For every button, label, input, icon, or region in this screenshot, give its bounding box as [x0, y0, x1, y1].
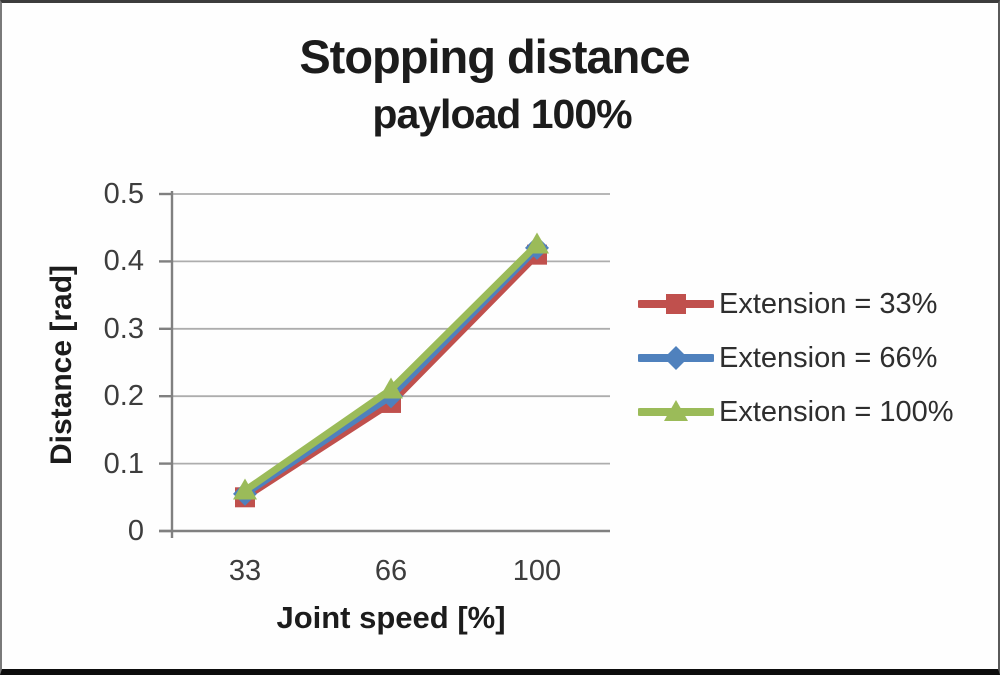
y-axis-title: Distance [rad]: [45, 264, 78, 466]
y-tick-label: 0.5: [103, 178, 144, 210]
diamond-marker: [664, 346, 688, 370]
x-tick-label: 66: [374, 555, 408, 587]
x-tick-label: 100: [512, 555, 562, 587]
y-tick-label: 0.2: [103, 380, 144, 413]
legend: Extension = 33% Extension = 66% Extension …: [638, 285, 954, 447]
y-tick-label: 0.4: [103, 245, 144, 278]
triangle-marker: [233, 478, 257, 500]
y-tick-label: 0: [127, 515, 144, 547]
legend-swatch: [638, 400, 714, 421]
legend-label: Extension = 33%: [719, 287, 938, 320]
triangle-marker: [525, 232, 549, 254]
legend-label: Extension = 66%: [719, 341, 938, 374]
chart-title: Stopping distance: [299, 30, 690, 83]
x-tick-label: 33: [228, 555, 262, 587]
chart-subtitle: payload 100%: [372, 91, 632, 137]
square-marker: [666, 294, 686, 314]
triangle-marker: [664, 400, 688, 421]
y-tick-label: 0.3: [103, 312, 144, 345]
plot-area: [159, 191, 610, 538]
legend-item: Extension = 66%: [638, 339, 954, 377]
y-tick-label: 0.1: [103, 447, 144, 480]
legend-swatch: [638, 294, 714, 314]
series-line: [243, 242, 540, 494]
legend-item: Extension = 33%: [638, 285, 954, 323]
legend-item: Extension = 100%: [638, 393, 954, 431]
legend-label: Extension = 100%: [719, 395, 954, 428]
triangle-marker: [379, 377, 403, 399]
x-axis-title: Joint speed [%]: [276, 600, 506, 635]
legend-swatch: [638, 346, 714, 370]
